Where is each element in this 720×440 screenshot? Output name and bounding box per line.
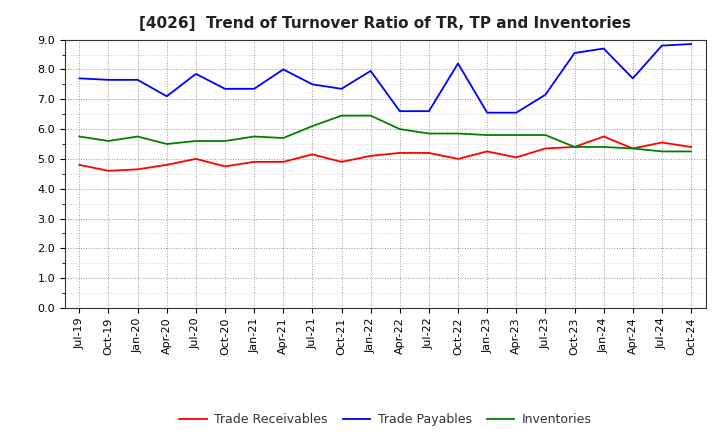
Trade Receivables bbox=[599, 134, 608, 139]
Inventories bbox=[570, 144, 579, 150]
Trade Payables bbox=[395, 109, 404, 114]
Trade Payables bbox=[629, 76, 637, 81]
Trade Payables bbox=[220, 86, 229, 92]
Trade Payables bbox=[279, 67, 287, 72]
Inventories bbox=[220, 138, 229, 143]
Inventories bbox=[657, 149, 666, 154]
Inventories bbox=[192, 138, 200, 143]
Trade Payables bbox=[483, 110, 492, 115]
Inventories bbox=[250, 134, 258, 139]
Trade Receivables bbox=[395, 150, 404, 156]
Trade Payables bbox=[337, 86, 346, 92]
Trade Receivables bbox=[454, 156, 462, 161]
Trade Receivables bbox=[250, 159, 258, 165]
Trade Receivables bbox=[220, 164, 229, 169]
Inventories bbox=[512, 132, 521, 138]
Trade Payables bbox=[570, 50, 579, 55]
Trade Payables bbox=[308, 82, 317, 87]
Inventories bbox=[308, 124, 317, 129]
Trade Payables bbox=[512, 110, 521, 115]
Inventories bbox=[104, 138, 113, 143]
Trade Receivables bbox=[541, 146, 550, 151]
Inventories bbox=[483, 132, 492, 138]
Trade Payables bbox=[133, 77, 142, 82]
Inventories bbox=[425, 131, 433, 136]
Inventories bbox=[541, 132, 550, 138]
Trade Receivables bbox=[366, 153, 375, 158]
Line: Inventories: Inventories bbox=[79, 116, 691, 151]
Trade Payables bbox=[541, 92, 550, 97]
Trade Payables bbox=[454, 61, 462, 66]
Trade Receivables bbox=[163, 162, 171, 168]
Trade Receivables bbox=[425, 150, 433, 156]
Trade Payables bbox=[425, 109, 433, 114]
Trade Receivables bbox=[279, 159, 287, 165]
Inventories bbox=[75, 134, 84, 139]
Inventories bbox=[454, 131, 462, 136]
Trade Receivables bbox=[657, 140, 666, 145]
Inventories bbox=[337, 113, 346, 118]
Line: Trade Payables: Trade Payables bbox=[79, 44, 691, 113]
Inventories bbox=[366, 113, 375, 118]
Inventories bbox=[163, 141, 171, 147]
Inventories bbox=[395, 126, 404, 132]
Trade Payables bbox=[250, 86, 258, 92]
Inventories bbox=[687, 149, 696, 154]
Title: [4026]  Trend of Turnover Ratio of TR, TP and Inventories: [4026] Trend of Turnover Ratio of TR, TP… bbox=[139, 16, 631, 32]
Trade Receivables bbox=[75, 162, 84, 168]
Inventories bbox=[133, 134, 142, 139]
Trade Receivables bbox=[133, 167, 142, 172]
Trade Payables bbox=[687, 41, 696, 47]
Inventories bbox=[279, 136, 287, 141]
Trade Payables bbox=[657, 43, 666, 48]
Trade Payables bbox=[104, 77, 113, 82]
Line: Trade Receivables: Trade Receivables bbox=[79, 136, 691, 171]
Trade Payables bbox=[192, 71, 200, 77]
Legend: Trade Receivables, Trade Payables, Inventories: Trade Receivables, Trade Payables, Inven… bbox=[174, 408, 596, 431]
Trade Receivables bbox=[570, 144, 579, 150]
Trade Payables bbox=[163, 94, 171, 99]
Inventories bbox=[629, 146, 637, 151]
Trade Receivables bbox=[308, 152, 317, 157]
Trade Receivables bbox=[687, 144, 696, 150]
Trade Payables bbox=[599, 46, 608, 51]
Trade Receivables bbox=[629, 146, 637, 151]
Trade Receivables bbox=[483, 149, 492, 154]
Trade Receivables bbox=[337, 159, 346, 165]
Trade Payables bbox=[75, 76, 84, 81]
Trade Receivables bbox=[104, 168, 113, 173]
Trade Receivables bbox=[192, 156, 200, 161]
Trade Payables bbox=[366, 68, 375, 73]
Trade Receivables bbox=[512, 155, 521, 160]
Inventories bbox=[599, 144, 608, 150]
